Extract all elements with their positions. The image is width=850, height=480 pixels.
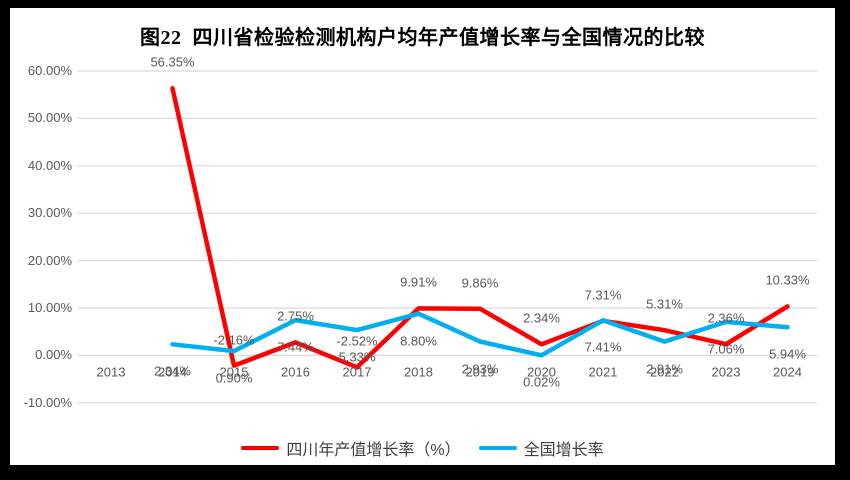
national-series-data-label: 0.90% bbox=[215, 370, 253, 386]
y-axis-tick-label: 40.00% bbox=[27, 157, 72, 173]
x-axis-tick-label: 2017 bbox=[342, 364, 372, 380]
sichuan-series-data-label: 2.75% bbox=[277, 308, 314, 324]
national-series-data-label: 7.44% bbox=[277, 339, 314, 355]
y-axis-tick-label: 60.00% bbox=[27, 63, 72, 78]
national-series-data-label: 2.34% bbox=[154, 363, 191, 379]
y-axis-tick-label: 0.00% bbox=[35, 347, 72, 363]
national-series-data-label: 7.06% bbox=[707, 341, 745, 357]
sichuan-series-data-label: 5.31% bbox=[646, 296, 683, 312]
chart-title: 图22 四川省检验检测机构户均年产值增长率与全国情况的比较 bbox=[140, 27, 705, 49]
national-series-line bbox=[170, 311, 790, 358]
legend-item-sichuan-series: 四川年产值增长率（%） bbox=[241, 436, 461, 460]
sichuan-series-data-label: 9.86% bbox=[461, 275, 499, 291]
x-axis-tick-label: 2021 bbox=[588, 364, 618, 380]
legend-label: 四川年产值增长率（%） bbox=[286, 442, 461, 459]
y-axis-tick-label: -10.00% bbox=[23, 394, 72, 410]
x-axis-tick-label: 2016 bbox=[281, 364, 310, 380]
y-axis-tick-label: 50.00% bbox=[27, 110, 72, 126]
sichuan-series-data-label: 2.36% bbox=[707, 310, 745, 326]
x-axis-tick-label: 2022 bbox=[650, 364, 679, 380]
x-axis-tick-label: 2024 bbox=[773, 364, 802, 380]
x-axis-tick-label: 2023 bbox=[711, 364, 741, 380]
x-axis-tick-label: 2014 bbox=[158, 364, 187, 380]
x-axis-tick-label: 2019 bbox=[465, 364, 495, 380]
x-axis-tick-label: 2018 bbox=[404, 364, 433, 380]
sichuan-series-data-label: 9.91% bbox=[400, 274, 437, 290]
sichuan-series-data-label: 7.31% bbox=[584, 287, 622, 303]
legend: 四川年产值增长率（%） 全国增长率 bbox=[10, 436, 835, 460]
sichuan-series-data-label: -2.16% bbox=[213, 332, 255, 348]
y-axis-tick-label: 10.00% bbox=[27, 300, 72, 315]
sichuan-series-data-label: -2.52% bbox=[336, 333, 378, 349]
national-series-data-label: 5.33% bbox=[338, 349, 376, 365]
legend-line-icon bbox=[478, 446, 517, 450]
legend-line-icon bbox=[241, 446, 280, 450]
y-axis-tick-label: 30.00% bbox=[27, 205, 72, 221]
national-series-data-label: 7.41% bbox=[584, 339, 622, 355]
x-axis-tick-label: 2015 bbox=[219, 364, 249, 380]
x-axis-tick-label: 2020 bbox=[527, 364, 556, 380]
x-axis-tick-label: 2013 bbox=[96, 364, 126, 380]
sichuan-series-data-label: 2.34% bbox=[523, 310, 560, 326]
national-series-data-label: 5.94% bbox=[769, 346, 806, 362]
national-series-data-label: 2.93% bbox=[461, 361, 499, 376]
plot-svg bbox=[78, 70, 817, 404]
chart-panel: 图22 四川省检验检测机构户均年产值增长率与全国情况的比较 60.00% 50.0… bbox=[10, 8, 835, 465]
legend-item-national-series: 全国增长率 bbox=[478, 436, 604, 460]
sichuan-series-data-label: 56.35% bbox=[150, 54, 195, 70]
sichuan-series-data-label: 10.33% bbox=[765, 272, 810, 288]
national-series-data-label: 0.02% bbox=[523, 374, 560, 390]
y-axis-tick-label: 20.00% bbox=[27, 252, 72, 268]
sichuan-series-line bbox=[170, 86, 790, 370]
national-series-data-label: 8.80% bbox=[400, 333, 437, 349]
national-series-data-label: 2.91% bbox=[646, 361, 683, 377]
legend-label: 全国增长率 bbox=[523, 442, 604, 459]
